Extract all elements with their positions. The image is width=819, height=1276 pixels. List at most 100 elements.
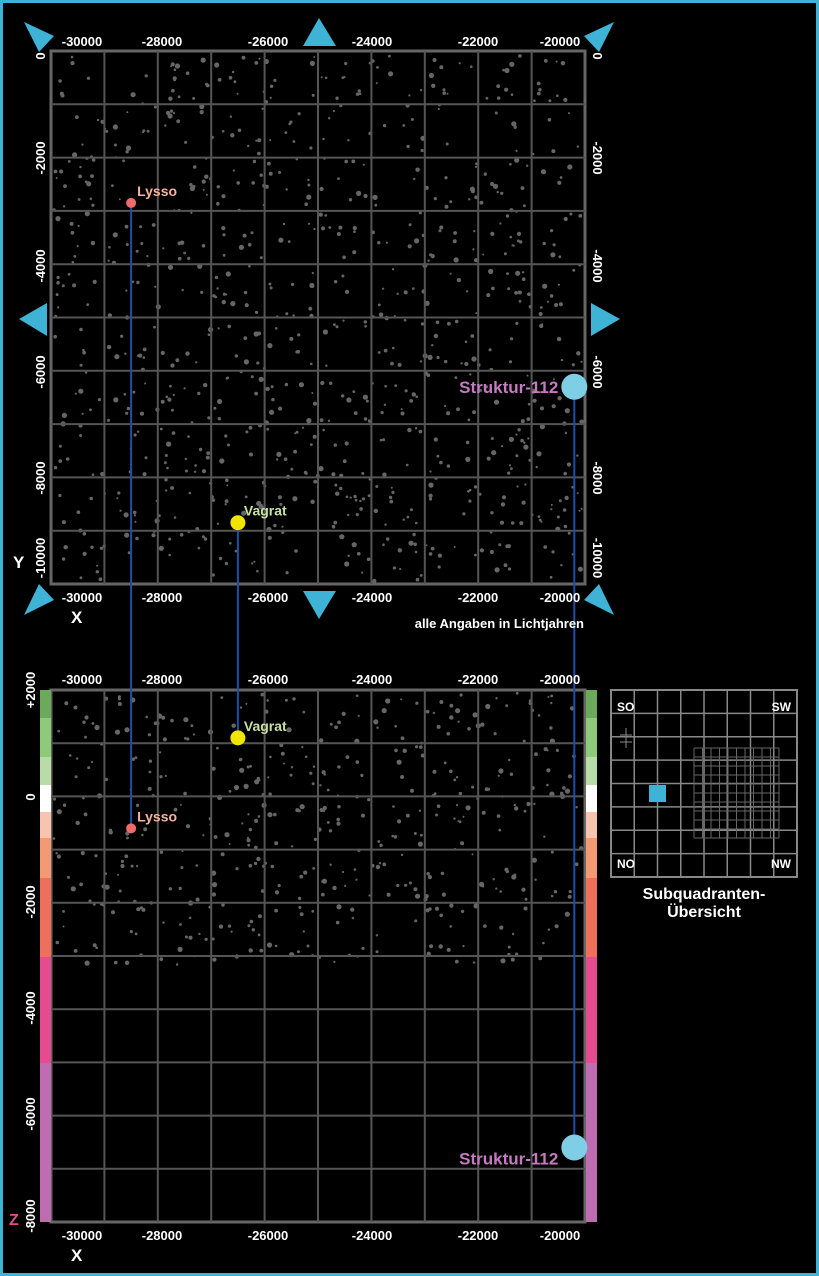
star — [519, 521, 524, 526]
star — [428, 72, 434, 79]
star — [219, 458, 225, 464]
star — [509, 235, 513, 239]
nav-arrow-up-left-icon[interactable] — [24, 22, 54, 52]
star — [61, 412, 67, 418]
star — [439, 65, 444, 70]
star — [288, 122, 292, 126]
star — [99, 577, 102, 580]
nav-arrow-right-icon[interactable] — [591, 303, 620, 336]
star — [549, 726, 553, 730]
z-axis-label: Z — [9, 1212, 19, 1229]
star — [444, 204, 449, 209]
star — [508, 360, 513, 364]
x-tick-top: -24000 — [352, 34, 392, 49]
star — [270, 385, 274, 389]
star — [420, 833, 423, 837]
star — [513, 803, 516, 807]
star — [257, 151, 261, 156]
star — [353, 494, 357, 499]
star — [438, 229, 442, 233]
corner-label-nw: NW — [771, 857, 792, 871]
star — [562, 786, 566, 790]
star — [141, 907, 146, 912]
star — [62, 803, 67, 807]
star — [320, 892, 325, 897]
star — [513, 125, 517, 129]
star — [546, 300, 550, 303]
star — [538, 88, 542, 92]
star — [379, 438, 383, 442]
nav-arrow-up-right-icon[interactable] — [584, 22, 614, 52]
star — [566, 462, 572, 467]
star — [218, 924, 224, 929]
star — [107, 313, 112, 318]
star — [307, 183, 311, 187]
star — [321, 226, 325, 231]
star — [58, 79, 62, 83]
star — [509, 162, 512, 166]
star — [266, 427, 270, 431]
star — [247, 813, 250, 816]
star — [519, 240, 523, 244]
star — [384, 384, 387, 388]
star — [312, 401, 318, 406]
star — [523, 204, 526, 208]
star — [459, 693, 463, 697]
star — [480, 722, 485, 727]
star — [306, 194, 312, 200]
star — [166, 441, 172, 447]
nav-arrow-down-left-icon[interactable] — [24, 584, 54, 615]
star — [375, 485, 379, 488]
star — [269, 409, 275, 415]
star — [542, 283, 548, 289]
star — [386, 892, 391, 897]
star — [69, 221, 74, 226]
nav-arrow-down-right-icon[interactable] — [584, 584, 614, 615]
star — [247, 144, 250, 148]
star — [113, 143, 117, 147]
z-scale-segment-right — [586, 838, 597, 878]
star — [503, 252, 507, 256]
star — [533, 802, 536, 806]
star — [284, 131, 288, 135]
star — [357, 714, 360, 717]
star — [526, 374, 529, 377]
star — [159, 775, 163, 779]
nav-arrow-down-icon[interactable] — [303, 591, 336, 619]
star — [246, 765, 250, 769]
star — [464, 340, 468, 344]
star — [234, 354, 238, 358]
star — [125, 411, 129, 415]
star — [145, 715, 148, 719]
star — [546, 783, 549, 787]
star — [216, 287, 219, 290]
star — [472, 712, 478, 718]
star — [550, 850, 554, 854]
star — [144, 456, 148, 460]
star — [576, 351, 581, 356]
star — [490, 182, 495, 186]
star — [283, 762, 286, 765]
star — [294, 432, 297, 435]
star — [509, 772, 514, 776]
star — [499, 520, 505, 525]
star — [256, 361, 260, 365]
star — [289, 773, 293, 777]
star — [287, 240, 291, 244]
star — [79, 363, 83, 367]
star — [138, 353, 143, 358]
star — [526, 801, 531, 807]
subquadrant-overview[interactable]: SO SW NO NW — [610, 689, 798, 878]
star — [79, 327, 83, 332]
star — [247, 836, 249, 839]
star — [62, 205, 66, 208]
x-tick-top: -30000 — [62, 34, 102, 49]
nav-arrow-up-icon[interactable] — [303, 18, 336, 46]
star — [198, 447, 203, 452]
star — [361, 946, 365, 951]
x-tick-lower-top: -26000 — [248, 672, 288, 687]
star — [433, 437, 438, 442]
star — [555, 748, 560, 753]
star — [471, 356, 477, 362]
nav-arrow-left-icon[interactable] — [19, 303, 47, 336]
